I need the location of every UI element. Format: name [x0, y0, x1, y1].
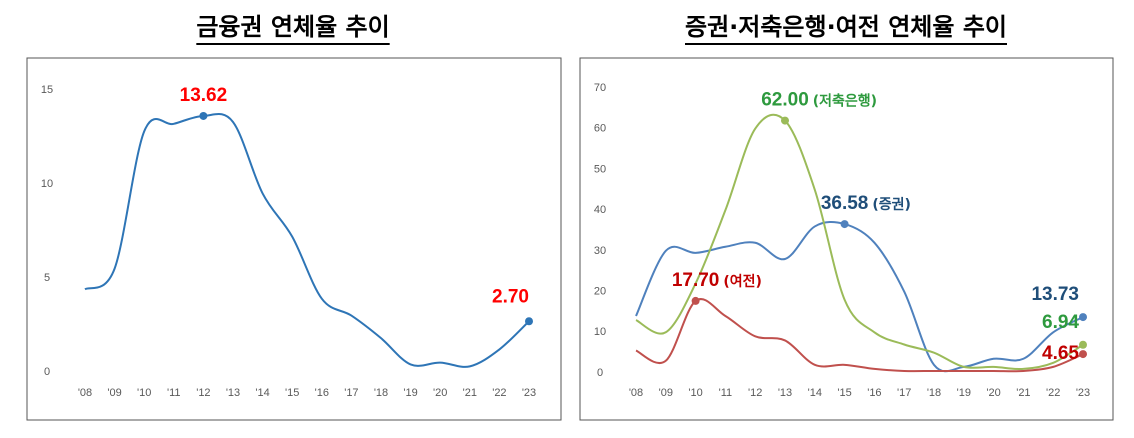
- x-tick-label: '11: [167, 387, 181, 399]
- chart-title: 증권·저축은행·여전 연체율 추이: [685, 13, 1007, 41]
- x-tick-label: '21: [1016, 387, 1030, 399]
- x-tick-label: '20: [986, 387, 1000, 399]
- x-tick-label: '15: [837, 387, 851, 399]
- series-line: [635, 113, 1084, 371]
- y-tick-label: 0: [597, 367, 603, 379]
- x-tick-label: '23: [522, 387, 536, 399]
- value-label: 17.70: [672, 270, 720, 291]
- x-tick-label: '23: [1076, 387, 1090, 399]
- point: [691, 296, 700, 305]
- x-tick-label: '11: [719, 387, 733, 399]
- x-tick-label: '12: [196, 387, 210, 399]
- y-tick-label: 0: [44, 366, 50, 378]
- x-tick-label: '13: [778, 387, 792, 399]
- y-tick-label: 15: [41, 84, 53, 96]
- value-label: 36.58: [821, 193, 869, 214]
- x-tick-label: '17: [897, 387, 911, 399]
- value-label: 13.73: [1031, 284, 1079, 305]
- y-tick-label: 70: [594, 82, 606, 94]
- x-tick-label: '08: [629, 387, 643, 399]
- x-tick-label: '10: [688, 387, 702, 399]
- y-tick-label: 40: [594, 204, 606, 216]
- x-tick-label: '22: [1046, 387, 1060, 399]
- x-tick-label: '13: [226, 387, 240, 399]
- y-tick-label: 50: [594, 163, 606, 175]
- x-tick-label: '20: [433, 387, 447, 399]
- series-line: [84, 112, 530, 368]
- point: [199, 111, 208, 120]
- x-tick-label: '19: [957, 387, 971, 399]
- point: [1079, 350, 1087, 359]
- y-tick-label: 10: [41, 178, 53, 190]
- series-name: (여전): [723, 273, 762, 290]
- x-tick-label: '18: [374, 387, 388, 399]
- x-tick-label: '16: [315, 387, 329, 399]
- value-label: 4.65: [1042, 343, 1079, 364]
- value-label: 2.70: [492, 286, 529, 307]
- x-tick-label: '09: [107, 387, 121, 399]
- point: [840, 220, 849, 229]
- value-label: 6.94: [1042, 312, 1079, 333]
- y-tick-label: 5: [44, 272, 50, 284]
- y-tick-label: 60: [594, 123, 606, 135]
- x-tick-label: '16: [867, 387, 881, 399]
- series-name: (증권): [872, 197, 911, 213]
- x-tick-label: '17: [344, 387, 358, 399]
- panel-frame: [579, 57, 1114, 421]
- x-tick-label: '22: [492, 387, 506, 399]
- point: [525, 317, 533, 326]
- series-line: [635, 221, 1084, 373]
- value-label: 13.62: [180, 85, 228, 106]
- point: [781, 116, 789, 125]
- x-tick-label: '18: [927, 387, 941, 399]
- x-tick-label: '14: [255, 387, 269, 399]
- x-tick-label: '21: [463, 387, 477, 399]
- point: [1079, 340, 1087, 349]
- panel-frame: [26, 57, 562, 421]
- x-tick-label: '08: [78, 387, 92, 399]
- x-tick-label: '14: [808, 387, 822, 399]
- x-tick-label: '15: [285, 387, 299, 399]
- chart-title: 금융권 연체율 추이: [196, 13, 389, 41]
- y-tick-label: 30: [594, 245, 606, 257]
- x-tick-label: '19: [403, 387, 417, 399]
- value-label: 62.00: [761, 90, 809, 111]
- x-tick-label: '09: [659, 387, 673, 399]
- y-tick-label: 10: [594, 326, 606, 338]
- series-name: (저축은행): [813, 94, 877, 110]
- series-line: [635, 298, 1084, 373]
- x-tick-label: '12: [748, 387, 762, 399]
- point: [1079, 313, 1087, 322]
- x-tick-label: '10: [137, 387, 151, 399]
- y-tick-label: 20: [594, 285, 606, 297]
